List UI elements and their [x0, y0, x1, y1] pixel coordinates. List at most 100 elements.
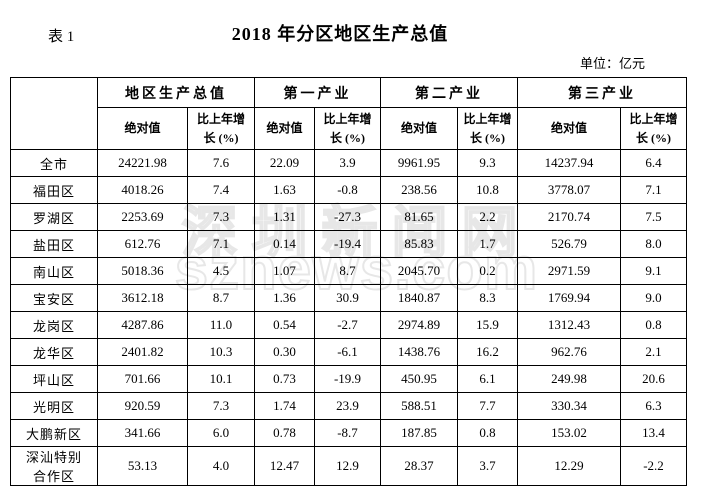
value-cell: 8.0 — [620, 230, 687, 258]
value-cell: 0.78 — [254, 419, 315, 447]
value-cell: 9.3 — [457, 149, 518, 177]
value-cell: 7.3 — [187, 392, 255, 420]
subheader-absolute-value: 绝对值 — [97, 107, 188, 150]
region-cell: 全市 — [10, 149, 98, 177]
value-cell: 15.9 — [457, 311, 518, 339]
value-cell: 3778.07 — [517, 176, 621, 204]
value-cell: 330.34 — [517, 392, 621, 420]
value-cell: 2170.74 — [517, 203, 621, 231]
table-row: 光明区 920.59 7.3 1.74 23.9 588.51 7.7 330.34 6.3 — [10, 392, 687, 420]
value-cell: 9.1 — [620, 257, 687, 285]
value-cell: 4.5 — [187, 257, 255, 285]
value-cell: 238.56 — [380, 176, 458, 204]
value-cell: -19.4 — [314, 230, 381, 258]
value-cell: 153.02 — [517, 419, 621, 447]
value-cell: 7.1 — [620, 176, 687, 204]
region-cell: 龙华区 — [10, 338, 98, 366]
value-cell: 6.0 — [187, 419, 255, 447]
group-header-row: 地区生产总值 第一产业 第二产业 第三产业 — [10, 77, 687, 150]
value-cell: 13.4 — [620, 419, 687, 447]
value-cell: 11.0 — [187, 311, 255, 339]
value-cell: 7.4 — [187, 176, 255, 204]
value-cell: 2971.59 — [517, 257, 621, 285]
value-cell: -6.1 — [314, 338, 381, 366]
region-cell: 罗湖区 — [10, 203, 98, 231]
value-cell: 85.83 — [380, 230, 458, 258]
value-cell: 9961.95 — [380, 149, 458, 177]
table-row: 龙华区 2401.82 10.3 0.30 -6.1 1438.76 16.2 962.76 2… — [10, 338, 687, 366]
gdp-by-district-table: 地区生产总值 第一产业 第二产业 第三产业 绝对值 比上年增 长 (%) 绝对值… — [10, 77, 687, 486]
value-cell: 0.8 — [457, 419, 518, 447]
value-cell: 0.8 — [620, 311, 687, 339]
subheader-growth: 比上年增 长 (%) — [314, 107, 381, 150]
value-cell: 0.2 — [457, 257, 518, 285]
table-row: 福田区 4018.26 7.4 1.63 -0.8 238.56 10.8 3778.07 7.… — [10, 176, 687, 204]
subheader-absolute-value: 绝对值 — [517, 107, 621, 150]
value-cell: 2.2 — [457, 203, 518, 231]
value-cell: 4287.86 — [97, 311, 188, 339]
value-cell: 12.29 — [517, 446, 621, 486]
table-body: 全市 24221.98 7.6 22.09 3.9 9961.95 9.3 14237.94 6… — [10, 149, 687, 486]
value-cell: 23.9 — [314, 392, 381, 420]
table-row: 南山区 5018.36 4.5 1.07 8.7 2045.70 0.2 2971.59 9.1 — [10, 257, 687, 285]
value-cell: -27.3 — [314, 203, 381, 231]
value-cell: 920.59 — [97, 392, 188, 420]
value-cell: 28.37 — [380, 446, 458, 486]
value-cell: 7.6 — [187, 149, 255, 177]
group-header-secondary-industry: 第二产业 — [380, 77, 518, 108]
value-cell: 4018.26 — [97, 176, 188, 204]
table-row: 盐田区 612.76 7.1 0.14 -19.4 85.83 1.7 526.79 8.0 — [10, 230, 687, 258]
value-cell: 22.09 — [254, 149, 315, 177]
region-cell: 深汕特别 合作区 — [10, 446, 98, 486]
subheader-absolute-value: 绝对值 — [254, 107, 315, 150]
value-cell: 7.7 — [457, 392, 518, 420]
region-cell: 龙岗区 — [10, 311, 98, 339]
table-row: 全市 24221.98 7.6 22.09 3.9 9961.95 9.3 14237.94 6… — [10, 149, 687, 177]
page-title: 2018 年分区地区生产总值 — [231, 24, 449, 44]
value-cell: 1438.76 — [380, 338, 458, 366]
group-header-tertiary-industry: 第三产业 — [517, 77, 687, 108]
value-cell: 8.7 — [187, 284, 255, 312]
value-cell: 10.8 — [457, 176, 518, 204]
value-cell: 6.4 — [620, 149, 687, 177]
table-row: 大鹏新区 341.66 6.0 0.78 -8.7 187.85 0.8 153.02 13.4 — [10, 419, 687, 447]
value-cell: 1.7 — [457, 230, 518, 258]
value-cell: 341.66 — [97, 419, 188, 447]
value-cell: 1.74 — [254, 392, 315, 420]
value-cell: 12.9 — [314, 446, 381, 486]
value-cell: 24221.98 — [97, 149, 188, 177]
value-cell: 2401.82 — [97, 338, 188, 366]
value-cell: 187.85 — [380, 419, 458, 447]
value-cell: 6.3 — [620, 392, 687, 420]
value-cell: 16.2 — [457, 338, 518, 366]
value-cell: 588.51 — [380, 392, 458, 420]
value-cell: -8.7 — [314, 419, 381, 447]
corner-cell — [10, 77, 98, 150]
subheader-growth: 比上年增 长 (%) — [620, 107, 687, 150]
value-cell: 10.3 — [187, 338, 255, 366]
value-cell: 14237.94 — [517, 149, 621, 177]
value-cell: 1.63 — [254, 176, 315, 204]
value-cell: -2.7 — [314, 311, 381, 339]
region-cell: 福田区 — [10, 176, 98, 204]
region-cell: 南山区 — [10, 257, 98, 285]
value-cell: 9.0 — [620, 284, 687, 312]
value-cell: 3612.18 — [97, 284, 188, 312]
value-cell: -2.2 — [620, 446, 687, 486]
subheader-absolute-value: 绝对值 — [380, 107, 458, 150]
value-cell: 8.7 — [314, 257, 381, 285]
value-cell: 7.1 — [187, 230, 255, 258]
value-cell: 1312.43 — [517, 311, 621, 339]
value-cell: 450.95 — [380, 365, 458, 393]
value-cell: 0.54 — [254, 311, 315, 339]
table-row: 坪山区 701.66 10.1 0.73 -19.9 450.95 6.1 249.98 20.… — [10, 365, 687, 393]
region-cell: 大鹏新区 — [10, 419, 98, 447]
value-cell: 81.65 — [380, 203, 458, 231]
group-header-primary-industry: 第一产业 — [254, 77, 381, 108]
table-row: 宝安区 3612.18 8.7 1.36 30.9 1840.87 8.3 1769.94 9.… — [10, 284, 687, 312]
value-cell: 20.6 — [620, 365, 687, 393]
value-cell: -0.8 — [314, 176, 381, 204]
value-cell: 0.73 — [254, 365, 315, 393]
value-cell: 12.47 — [254, 446, 315, 486]
